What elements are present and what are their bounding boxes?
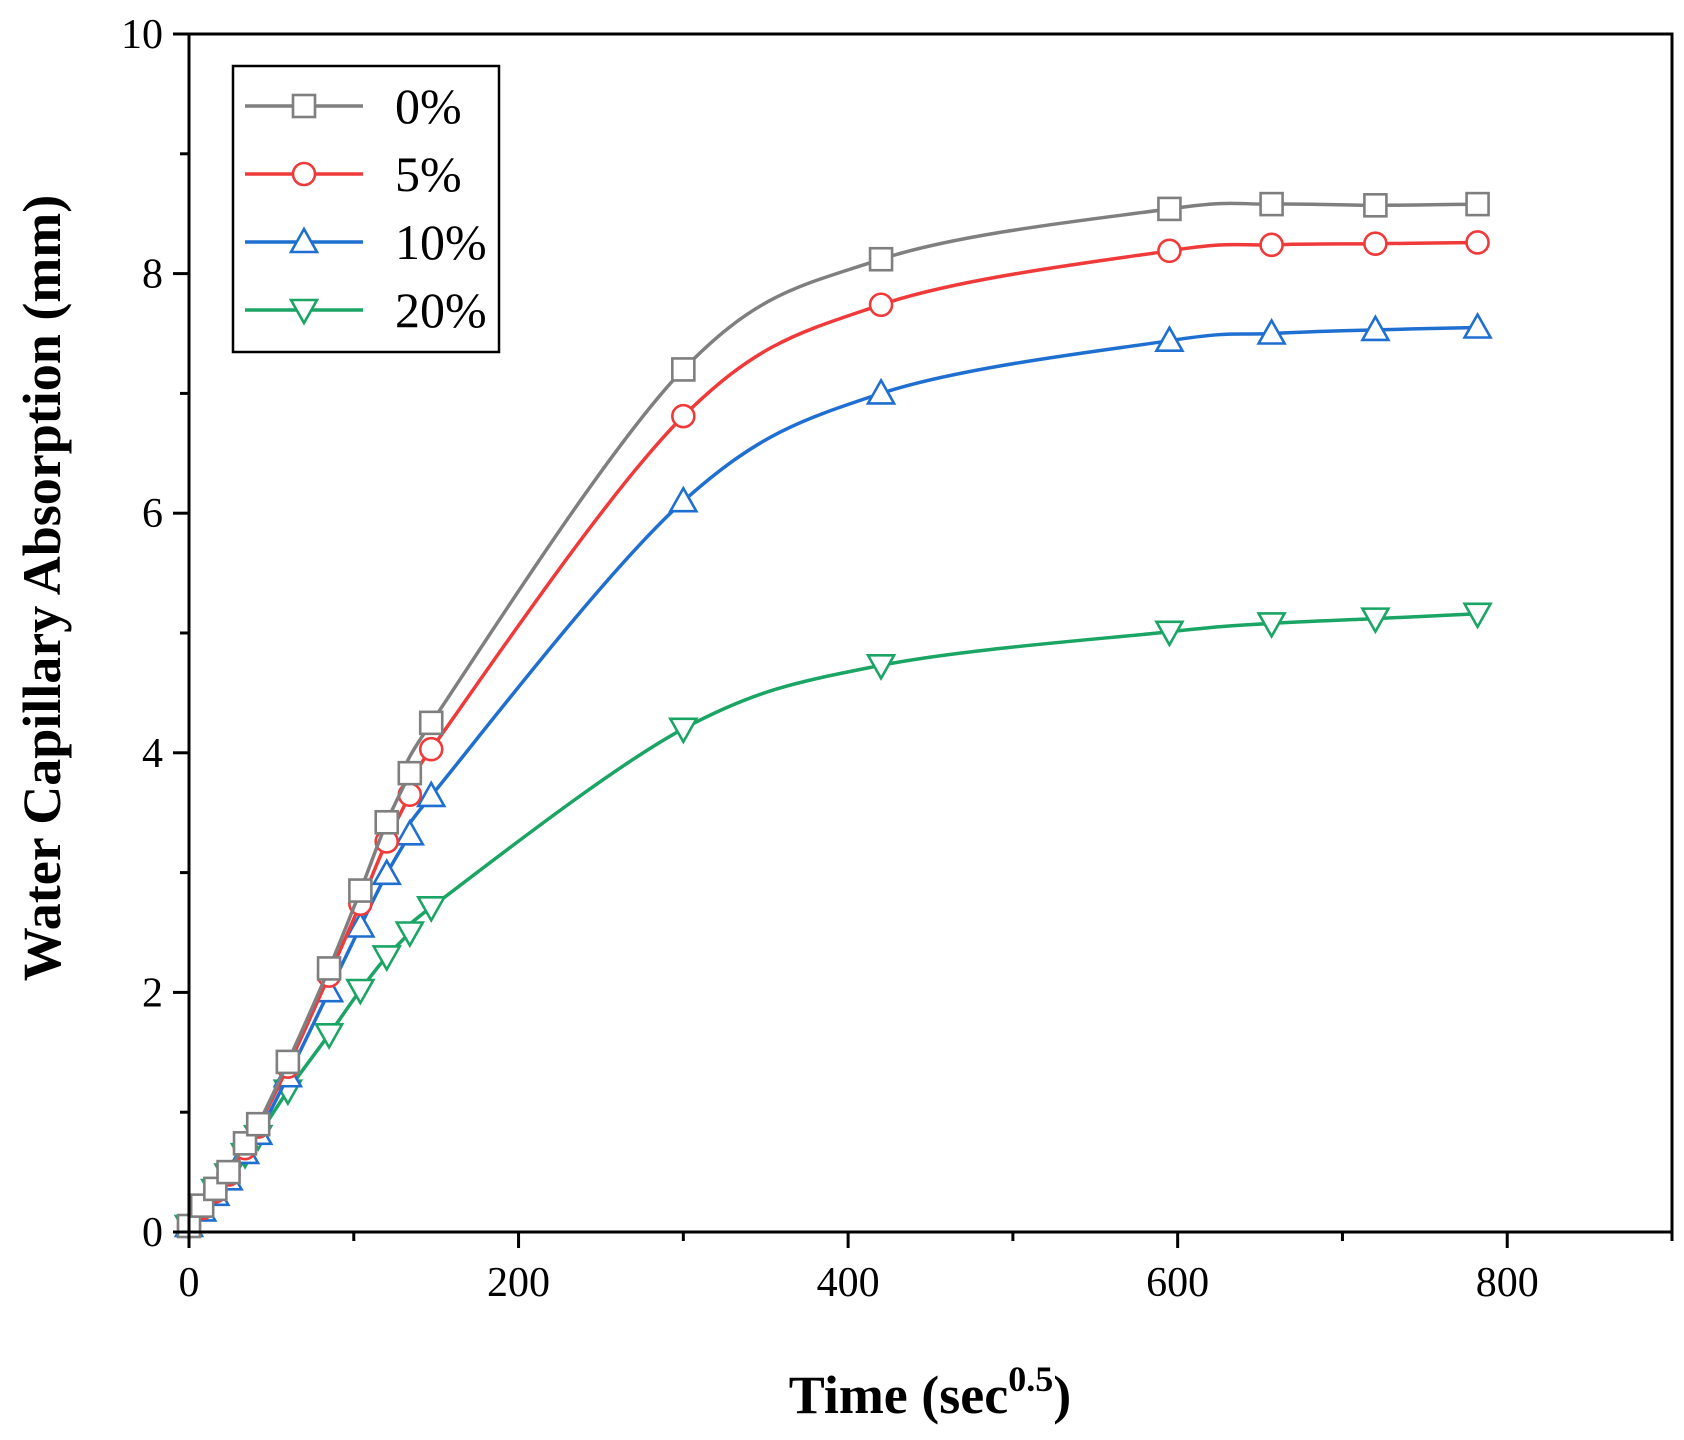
x-tick-label: 800 — [1476, 1260, 1539, 1306]
x-tick-label: 0 — [179, 1260, 200, 1306]
series-layer — [173, 191, 1493, 1242]
legend-item: 20% — [245, 282, 487, 338]
x-axis-title-superscript: 0.5 — [1008, 1359, 1053, 1399]
data-point — [671, 403, 696, 429]
data-point — [394, 818, 426, 846]
data-point — [313, 1023, 345, 1050]
data-point — [865, 377, 897, 405]
data-point — [397, 760, 423, 786]
data-point — [668, 717, 699, 745]
legend-marker — [291, 161, 317, 187]
data-point — [865, 654, 897, 681]
data-point — [232, 1131, 258, 1156]
data-point — [1360, 314, 1391, 342]
data-point — [345, 978, 376, 1006]
data-point — [1154, 620, 1185, 648]
y-tick-label: 2 — [142, 970, 163, 1016]
data-point — [348, 878, 373, 903]
data-point — [216, 1159, 241, 1185]
y-tick-label: 0 — [142, 1210, 163, 1256]
data-point — [415, 780, 447, 808]
data-point — [1157, 196, 1182, 222]
x-axis-title-main: Time (sec — [789, 1365, 1008, 1425]
legend-item: 0% — [245, 78, 462, 134]
legend-item: 5% — [245, 146, 462, 202]
data-point — [371, 945, 402, 973]
data-point — [1154, 325, 1185, 352]
data-point — [1256, 317, 1287, 345]
data-point — [671, 357, 696, 382]
data-point — [394, 921, 426, 949]
x-axis-title: Time (sec0.5) — [789, 1359, 1071, 1425]
data-point — [1462, 311, 1493, 339]
data-point — [316, 956, 342, 981]
x-axis-title-suffix: ) — [1053, 1365, 1071, 1425]
data-point — [418, 710, 444, 736]
legend-marker — [288, 298, 320, 326]
x-tick-label: 200 — [487, 1260, 550, 1306]
data-point — [1465, 230, 1490, 255]
data-point — [418, 736, 444, 762]
y-tick-label: 10 — [121, 12, 163, 58]
x-tick-label: 600 — [1146, 1260, 1209, 1306]
data-point — [1259, 232, 1284, 258]
legend-marker — [288, 226, 320, 254]
y-tick-label: 8 — [142, 252, 163, 298]
data-point — [245, 1111, 271, 1137]
legend-label: 20% — [395, 282, 487, 338]
data-point — [1157, 238, 1182, 264]
data-point — [1363, 193, 1388, 218]
legend: 0% 5% 10% 20% — [231, 64, 501, 354]
data-point — [668, 485, 699, 513]
ticks-layer: 0 200 400 600 800 0 2 4 6 8 10 — [121, 12, 1674, 1306]
legend-item: 10% — [245, 214, 487, 270]
data-point — [1259, 191, 1284, 217]
legend-label: 5% — [395, 146, 462, 202]
legend-label: 0% — [395, 78, 462, 134]
data-point — [1256, 612, 1287, 640]
series-0% — [176, 191, 1490, 1239]
legend-box — [231, 64, 501, 354]
data-point — [275, 1049, 301, 1075]
data-point — [1465, 191, 1490, 217]
data-point — [345, 910, 376, 938]
data-point — [1462, 602, 1493, 630]
data-point — [1360, 607, 1391, 635]
legend-marker — [291, 93, 317, 119]
y-axis-title: Water Capillary Absorption (mm) — [12, 195, 72, 981]
y-tick-label: 4 — [142, 731, 163, 777]
data-point — [374, 809, 400, 835]
data-point — [371, 858, 402, 886]
y-tick-label: 6 — [142, 491, 163, 537]
data-point — [868, 292, 894, 318]
x-tick-label: 400 — [817, 1260, 880, 1306]
data-point — [415, 896, 447, 923]
data-point — [1363, 231, 1388, 256]
legend-label: 10% — [395, 214, 487, 270]
data-point — [868, 246, 894, 272]
